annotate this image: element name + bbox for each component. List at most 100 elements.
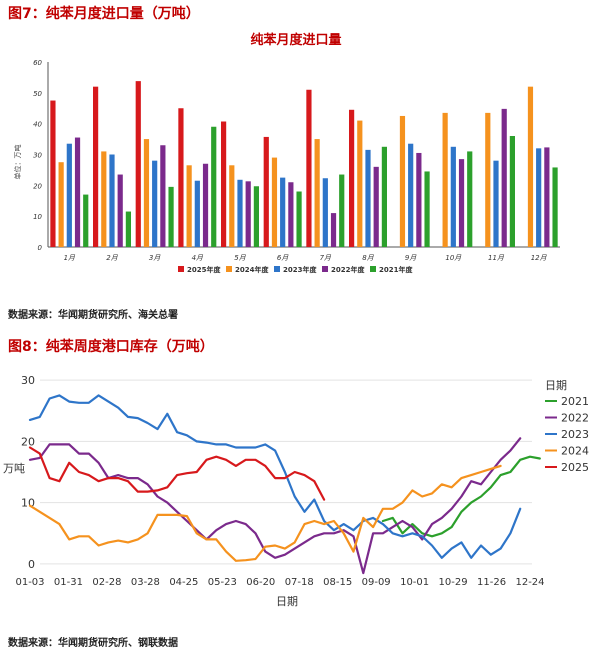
bar-2023年度 [450, 146, 456, 247]
bar-2022年度 [501, 108, 507, 247]
bar-x-tick-label: 3月 [149, 254, 161, 262]
bar-2023年度 [280, 177, 286, 247]
figure-8-source: 数据来源：华闻期货研究所、钢联数据 [8, 638, 178, 649]
line-x-tick-label: 01-03 [15, 577, 44, 588]
bar-2025年度 [349, 109, 355, 248]
bar-2022年度 [202, 163, 209, 247]
legend-label: 2025年度 [187, 265, 221, 274]
bar-x-tick-label: 2月 [106, 254, 118, 262]
line-x-tick-label: 08-15 [323, 577, 352, 588]
bar-2021年度 [168, 186, 174, 247]
legend-swatch [370, 266, 376, 272]
bar-2023年度 [237, 179, 243, 247]
legend-label-2023[interactable]: 2023 [561, 428, 589, 441]
bar-2024年度 [101, 151, 107, 247]
legend-label-2021[interactable]: 2021 [561, 395, 589, 408]
legend-label: 2021年度 [379, 265, 413, 274]
bar-2022年度 [245, 181, 251, 247]
bar-2021年度 [467, 151, 473, 247]
bar-2024年度 [314, 139, 320, 247]
bar-2024年度 [229, 165, 235, 247]
bar-2023年度 [66, 143, 72, 247]
bar-2025年度 [50, 100, 56, 248]
bar-x-tick-label: 12月 [531, 254, 548, 262]
line-x-tick-label: 04-25 [169, 577, 198, 588]
bar-2025年度 [263, 136, 269, 247]
bar-chart-title: 纯苯月度进口量 [250, 32, 341, 48]
line-y-tick-label: 30 [21, 374, 35, 387]
bar-2021年度 [552, 167, 558, 247]
line-y-tick-label: 20 [21, 435, 35, 448]
figure-8-title: 图8：纯苯周度港口库存（万吨） [8, 339, 214, 355]
bar-2022年度 [416, 152, 422, 247]
series-line-2021 [381, 455, 541, 538]
bar-x-tick-label: 6月 [277, 254, 289, 262]
bar-2025年度 [221, 121, 227, 247]
series-line-2023 [28, 394, 522, 559]
bar-2025年度 [306, 89, 312, 247]
series-line-2024 [28, 464, 502, 562]
bar-2021年度 [253, 186, 259, 247]
bar-2022年度 [544, 147, 550, 247]
legend-swatch [226, 266, 232, 272]
bar-2021年度 [509, 136, 515, 247]
bar-x-tick-label: 10月 [445, 254, 462, 262]
line-chart-xlabel: 日期 [276, 595, 298, 608]
line-x-tick-label: 06-20 [246, 577, 275, 588]
legend-label-2025[interactable]: 2025 [561, 461, 589, 474]
bar-x-tick-label: 1月 [64, 254, 76, 262]
bar-2022年度 [74, 137, 81, 247]
legend-swatch [322, 266, 328, 272]
bar-2024年度 [186, 165, 192, 247]
bar-2024年度 [357, 120, 363, 247]
bar-2025年度 [93, 86, 99, 248]
bar-2024年度 [442, 112, 448, 247]
bar-2022年度 [373, 166, 379, 247]
bar-2025年度 [178, 108, 184, 247]
bar-2025年度 [135, 81, 141, 247]
bar-2022年度 [288, 182, 294, 247]
bar-y-tick-label: 60 [33, 59, 42, 67]
bar-y-tick-label: 0 [38, 244, 43, 252]
figure-7-source: 数据来源：华闻期货研究所、海关总署 [8, 310, 178, 321]
bar-x-tick-label: 7月 [320, 254, 332, 262]
bar-2021年度 [211, 126, 217, 247]
line-x-tick-label: 10-29 [439, 577, 468, 588]
legend-swatch [274, 266, 280, 272]
line-x-tick-label: 11-26 [477, 577, 506, 588]
line-x-tick-label: 09-09 [362, 577, 391, 588]
bar-2021年度 [296, 191, 302, 247]
bar-2024年度 [143, 139, 150, 247]
bar-2023年度 [536, 148, 542, 247]
bar-2024年度 [58, 162, 64, 247]
bar-chart-ylabel: 单位：万吨 [13, 145, 22, 180]
bar-y-tick-label: 10 [33, 213, 42, 221]
line-x-tick-label: 02-28 [92, 577, 121, 588]
figure-7-title: 图7：纯苯月度进口量（万吨） [8, 6, 200, 22]
line-y-tick-label: 0 [28, 558, 35, 571]
bar-2022年度 [458, 159, 465, 247]
bar-2023年度 [109, 154, 115, 247]
bar-y-tick-label: 30 [33, 152, 42, 160]
line-chart-ylabel: 万吨 [3, 462, 25, 475]
bar-2021年度 [83, 194, 89, 247]
legend-swatch [178, 266, 184, 272]
bar-2022年度 [330, 213, 337, 247]
bar-x-tick-label: 11月 [488, 254, 505, 262]
bar-2024年度 [527, 86, 534, 248]
bar-y-tick-label: 40 [33, 121, 42, 129]
legend-title: 日期 [545, 379, 567, 392]
bar-x-tick-label: 8月 [362, 254, 374, 262]
legend-label: 2024年度 [235, 265, 269, 274]
bar-2023年度 [365, 149, 371, 247]
line-x-tick-label: 12-24 [515, 577, 544, 588]
line-x-tick-label: 05-23 [208, 577, 237, 588]
bar-2023年度 [408, 143, 414, 247]
bar-2023年度 [152, 160, 158, 247]
legend-label-2022[interactable]: 2022 [561, 412, 589, 425]
bar-2022年度 [117, 174, 123, 247]
legend-label-2024[interactable]: 2024 [561, 445, 589, 458]
bar-2023年度 [493, 160, 499, 247]
bar-2024年度 [485, 112, 491, 247]
